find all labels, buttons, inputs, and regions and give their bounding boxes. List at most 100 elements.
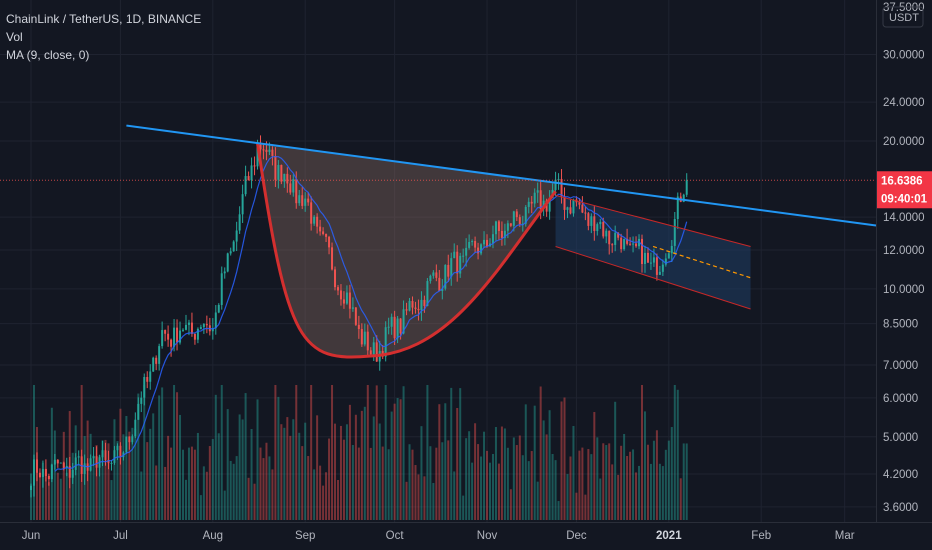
candle-body [50,464,53,480]
candle-body [220,273,223,305]
candle-body [649,262,652,264]
channel-lower-line[interactable] [555,245,751,310]
volume-bar [387,449,390,520]
candle-body [435,272,438,278]
candle-body [527,201,530,207]
volume-bar [220,385,223,520]
ma-indicator-label[interactable]: MA (9, close, 0) [6,48,90,62]
cup-curve[interactable] [256,142,557,359]
price-tick-label: 30.0000 [883,49,925,61]
channel-median-line[interactable] [652,245,751,279]
volume-bar [652,440,655,520]
candle-body [426,281,429,307]
candle-body [68,465,71,478]
currency-button[interactable] [882,6,924,28]
candle-body [259,144,262,150]
volume-bar [369,447,372,520]
candle-body [363,331,366,345]
candle-body [316,216,319,227]
volume-bar [462,495,465,520]
candle-body [250,165,253,181]
candle-body [366,331,369,351]
volume-bar [331,385,334,520]
candle-body [351,307,354,309]
volume-bar [158,395,161,520]
channel-upper-line[interactable] [555,194,751,247]
volume-bar [408,444,411,520]
candle-body [515,211,518,218]
volume-bar [211,439,214,520]
volume-bar [128,431,131,520]
candle-body [301,195,304,206]
candle-body [483,239,486,245]
candle-body [331,247,334,270]
vol-indicator-label[interactable]: Vol [6,30,23,44]
volume-bar [32,385,35,520]
candle-body [471,241,474,243]
volume-bar [92,455,95,520]
volume-bar [509,489,512,520]
candle-body [310,202,313,224]
volume-bar [524,404,527,520]
candle-body [545,200,548,212]
candle-body [641,238,644,264]
volume-bar [551,453,554,520]
candle-body [486,239,489,247]
candle-body [348,292,351,309]
volume-bar [515,445,518,520]
candle-body [307,198,310,203]
candle-body [560,178,563,197]
time-axis[interactable]: Jun Jul Aug Sep Oct Nov Dec 2021 Feb Mar [22,530,855,542]
volume-bar [620,445,623,520]
candle-body [566,207,569,210]
volume-bar [441,442,444,520]
candle-body [396,318,399,339]
candle-body [313,216,316,224]
candle-body [247,176,250,181]
drawing-tools[interactable] [0,124,877,359]
volume-bar [569,456,572,520]
volume-bar [432,482,435,520]
candle-body [325,234,328,237]
candle-body [608,230,611,245]
resistance-trendline[interactable] [126,124,877,227]
symbol-title[interactable]: ChainLink / TetherUS, 1D, BINANCE [6,12,202,26]
volume-bar [77,463,80,520]
volume-bar [381,446,384,520]
candle-body [670,245,673,254]
candle-body [357,324,360,330]
time-tick-label: Feb [751,530,771,542]
currency-label[interactable]: USDT [889,12,919,24]
volume-bar [274,385,277,520]
candle-body [119,445,122,458]
candle-body [179,330,182,343]
candle-body [477,247,480,254]
candle-body [453,251,456,259]
candle-body [676,196,679,220]
candle-body [506,223,509,231]
volume-bar [170,447,173,520]
volume-bar [298,432,301,520]
volume-bar [182,449,185,520]
volume-bar [661,466,664,520]
candle-body [384,327,387,357]
candle-body [170,339,173,347]
candle-body [107,459,110,464]
volume-bar [402,386,405,520]
candle-body [161,330,164,347]
candle-body [620,237,623,250]
volume-bar [405,481,408,520]
candle-body [137,403,140,420]
volume-bar [295,385,298,520]
candle-body [190,322,193,334]
volume-bar [143,385,146,520]
candle-body [167,333,170,340]
candle-body [405,309,408,311]
candle-body [646,252,649,263]
price-tick-label: 14.0000 [883,212,925,224]
volume-bar [670,427,673,520]
candle-body [164,330,167,334]
volume-bar [623,433,626,520]
price-axis[interactable]: 30.0000 24.0000 20.0000 14.0000 12.0000 10.00… [882,2,925,514]
